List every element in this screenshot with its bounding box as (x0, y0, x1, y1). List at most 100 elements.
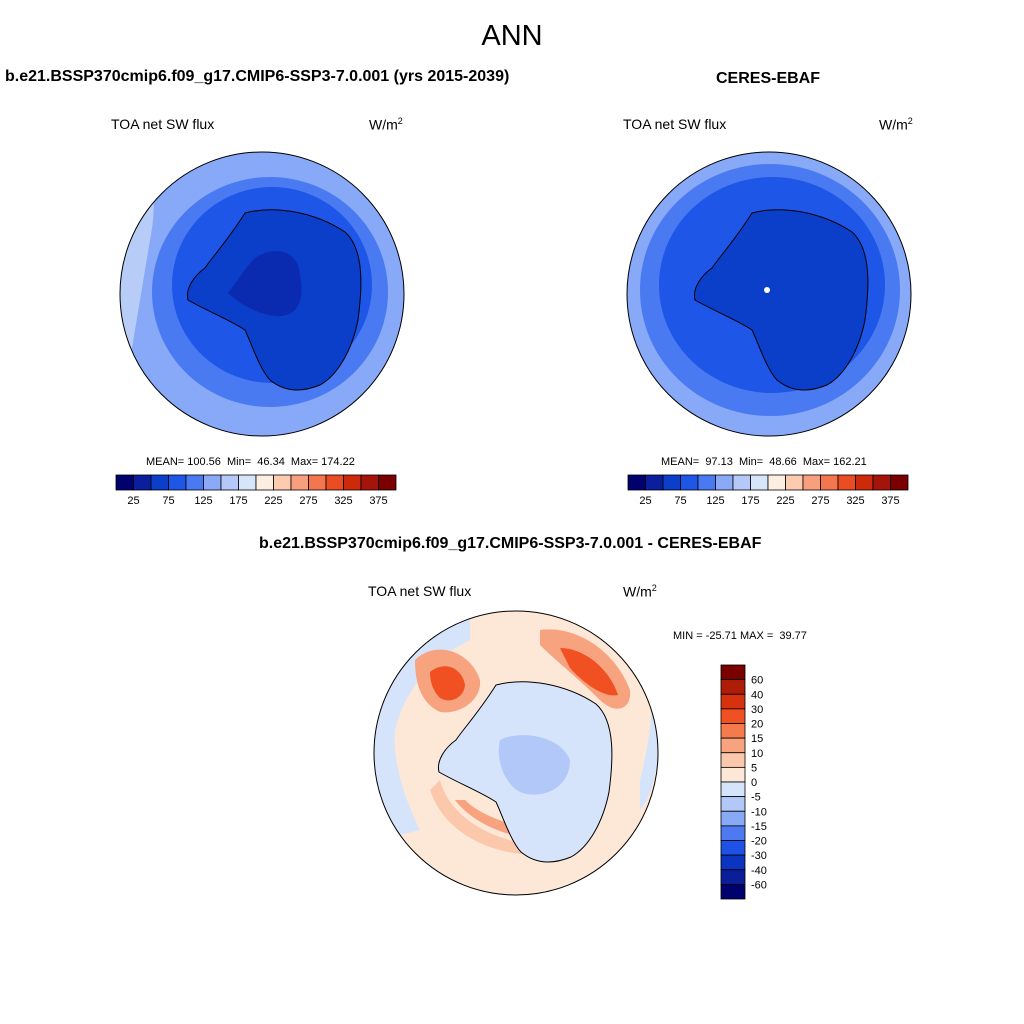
diff-colorbar-box (720, 693, 746, 710)
model-colorbar-tick-label: 275 (299, 495, 317, 507)
model-colorbar-box (360, 474, 379, 491)
season-title: ANN (481, 20, 543, 52)
diff-colorbar-box (720, 723, 746, 739)
diff-colorbar-box (720, 679, 746, 695)
model-colorbar-box (325, 474, 344, 491)
model-colorbar-box (168, 474, 187, 491)
diff-colorbar-box (720, 883, 746, 900)
diff-colorbar-tick-label: 20 (751, 719, 763, 731)
diff-panel-title: b.e21.BSSP370cmip6.f09_g17.CMIP6-SSP3-7.… (259, 535, 762, 552)
diff-colorbar-box (720, 752, 746, 768)
model-colorbar-tick-label: 225 (264, 495, 282, 507)
model-colorbar-tick-label: 25 (127, 495, 139, 507)
obs-colorbar-tick-label: 125 (706, 495, 724, 507)
obs-colorbar-box (837, 474, 856, 491)
model-units-exponent: 2 (397, 116, 403, 126)
obs-map-border (626, 151, 912, 437)
model-colorbar-tick-label: 125 (194, 495, 212, 507)
obs-colorbar-tick-label: 375 (881, 495, 899, 507)
diff-units-exponent: 2 (651, 583, 657, 593)
diff-colorbar-box (720, 781, 746, 798)
model-stats: MEAN= 100.56 Min= 46.34 Max= 174.22 (146, 456, 355, 468)
diff-colorbar-tick-label: -15 (751, 821, 767, 833)
model-colorbar-box (290, 474, 309, 491)
obs-colorbar-box (697, 474, 716, 491)
model-colorbar: 25 75 125 175 225 275 325 375 (115, 474, 397, 507)
model-colorbar-box (255, 474, 274, 491)
model-colorbar-box (273, 474, 292, 491)
model-colorbar-tick-label: 375 (369, 495, 387, 507)
diff-variable-label: TOA net SW flux (368, 583, 472, 599)
diff-colorbar-box (720, 840, 746, 856)
diff-colorbar-tick-label: -40 (751, 865, 767, 877)
obs-colorbar-box (750, 474, 769, 491)
diff-colorbar-tick-label: 15 (751, 733, 763, 745)
obs-colorbar-box (890, 474, 909, 491)
obs-antarctica-outline (693, 209, 869, 391)
obs-colorbar-box (767, 474, 786, 491)
obs-colorbar-tick-label: 75 (674, 495, 686, 507)
obs-pole-hole (764, 287, 770, 293)
model-colorbar-box (238, 474, 257, 491)
obs-colorbar: 25 75 125 175 225 275 325 375 (627, 474, 909, 507)
diff-colorbar-tick-label: 5 (751, 762, 757, 774)
diff-colorbar-box (720, 854, 746, 871)
obs-units-base: W/m (879, 116, 908, 133)
obs-colorbar-tick-label: 25 (639, 495, 651, 507)
obs-colorbar-box (732, 474, 751, 491)
diff-strong-anomaly-east (560, 648, 618, 696)
model-colorbar-box (343, 474, 362, 491)
obs-colorbar-box (785, 474, 804, 491)
diff-colorbar-tick-label: 60 (751, 675, 763, 687)
obs-stats: MEAN= 97.13 Min= 48.66 Max= 162.21 (661, 456, 867, 468)
obs-colorbar-box (715, 474, 734, 491)
diff-colorbar-box (720, 737, 746, 754)
model-colorbar-tick-label: 75 (162, 495, 174, 507)
model-units-base: W/m (369, 116, 398, 133)
obs-colorbar-box (680, 474, 699, 491)
obs-colorbar-tick-label: 275 (811, 495, 829, 507)
model-colorbar-box (220, 474, 239, 491)
obs-colorbar-box (855, 474, 874, 491)
diff-colorbar-tick-label: 10 (751, 748, 763, 760)
model-colorbar-box (115, 474, 134, 491)
diff-stats: MIN = -25.71 MAX = 39.77 (673, 630, 807, 642)
obs-colorbar-box (627, 474, 646, 491)
diff-colorbar-box (720, 766, 746, 783)
obs-colorbar-tick-label: 325 (846, 495, 864, 507)
diff-colorbar-box (720, 664, 746, 681)
diff-colorbar-box (720, 810, 746, 827)
diff-units-label: W/m2 (623, 583, 657, 600)
diff-colorbar-tick-label: -30 (751, 850, 767, 862)
model-panel-title: b.e21.BSSP370cmip6.f09_g17.CMIP6-SSP3-7.… (5, 68, 510, 85)
diff-colorbar-tick-label: 30 (751, 704, 763, 716)
model-units-label: W/m2 (369, 116, 403, 133)
diff-colorbar-box (720, 825, 746, 841)
obs-colorbar-box (802, 474, 821, 491)
model-polar-map (119, 151, 405, 437)
diff-interior-negative (498, 735, 570, 795)
diff-colorbar-box (720, 869, 746, 885)
model-plateau-minimum (228, 251, 302, 317)
diff-colorbar-tick-label: -5 (751, 792, 761, 804)
obs-panel-title: CERES-EBAF (716, 70, 821, 87)
obs-colorbar-box (662, 474, 681, 491)
model-map-border (119, 151, 405, 437)
diff-map-border (373, 610, 659, 896)
diff-units-base: W/m (623, 583, 652, 600)
obs-polar-map (626, 151, 912, 437)
model-colorbar-box (203, 474, 222, 491)
obs-colorbar-tick-label: 225 (776, 495, 794, 507)
obs-variable-label: TOA net SW flux (623, 116, 727, 132)
diff-colorbar-tick-label: -10 (751, 806, 767, 818)
model-colorbar-box (185, 474, 204, 491)
diff-polar-map (373, 610, 659, 896)
obs-colorbar-tick-label: 175 (741, 495, 759, 507)
obs-colorbar-box (872, 474, 891, 491)
diff-colorbar-box (720, 796, 746, 812)
diff-colorbar: 60 40 30 20 15 10 5 0 -5 -10 -15 -20 -30 -40 -60 (720, 664, 767, 900)
model-colorbar-tick-label: 325 (334, 495, 352, 507)
model-colorbar-box (133, 474, 152, 491)
